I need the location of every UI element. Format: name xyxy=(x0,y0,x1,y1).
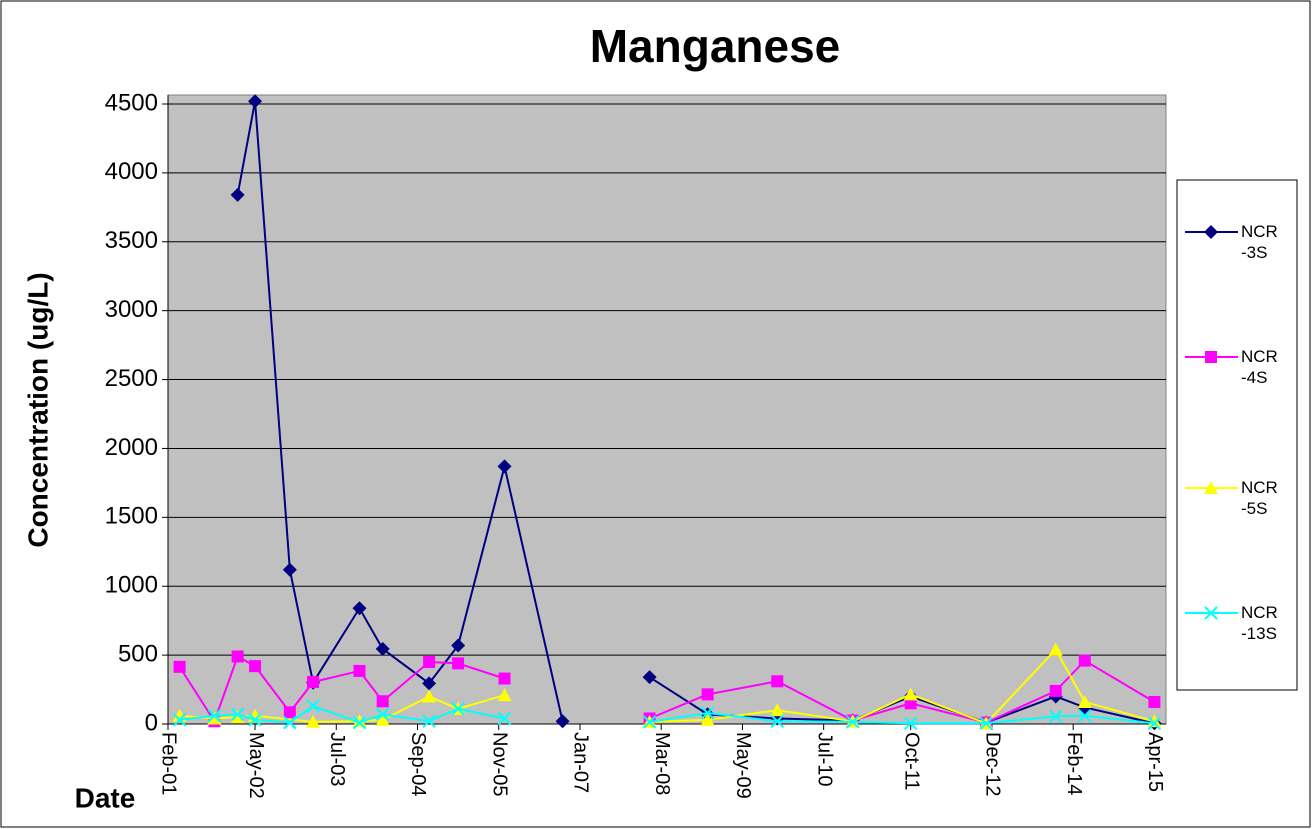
y-tick-label: 2500 xyxy=(105,365,158,392)
marker xyxy=(352,714,367,728)
marker xyxy=(306,699,320,713)
marker xyxy=(353,664,366,677)
marker xyxy=(903,716,918,731)
legend-label: NCR-4S xyxy=(1241,347,1278,387)
marker xyxy=(352,715,367,730)
marker xyxy=(770,703,785,717)
marker xyxy=(375,712,390,726)
marker xyxy=(207,709,222,723)
marker xyxy=(248,94,263,109)
marker xyxy=(248,713,262,727)
marker xyxy=(1078,709,1092,723)
y-tick-label: 1000 xyxy=(105,572,158,599)
marker xyxy=(700,712,715,726)
marker xyxy=(452,657,465,670)
marker xyxy=(498,672,511,685)
marker xyxy=(979,716,993,731)
x-tick-label: Apr-15 xyxy=(1144,732,1166,792)
x-tick-label: Nov-05 xyxy=(488,732,510,796)
marker xyxy=(249,660,262,673)
marker xyxy=(375,641,390,656)
marker xyxy=(451,702,465,716)
marker xyxy=(701,688,714,701)
legend-marker xyxy=(1205,351,1217,363)
marker xyxy=(497,688,512,702)
marker xyxy=(307,675,320,688)
marker xyxy=(1078,654,1091,667)
x-axis-label: Date xyxy=(75,782,136,813)
marker xyxy=(172,713,187,727)
marker xyxy=(903,687,918,701)
legend-label: NCR-5S xyxy=(1241,478,1278,518)
marker xyxy=(1077,694,1092,708)
marker xyxy=(1148,695,1161,708)
marker xyxy=(422,714,436,728)
legend-marker xyxy=(1204,225,1218,239)
x-tick-label: May-02 xyxy=(245,732,267,799)
marker xyxy=(375,707,390,722)
marker xyxy=(1049,709,1063,724)
y-tick-label: 2000 xyxy=(105,434,158,461)
marker xyxy=(497,459,512,474)
marker xyxy=(642,715,657,729)
x-tick-label: Jan-07 xyxy=(570,732,592,793)
marker xyxy=(282,562,297,577)
y-tick-label: 4500 xyxy=(105,89,158,116)
marker xyxy=(1147,714,1162,728)
marker xyxy=(352,601,367,616)
marker xyxy=(642,670,657,685)
x-tick-label: Sep-04 xyxy=(407,732,429,797)
marker xyxy=(306,714,321,728)
y-tick-label: 4000 xyxy=(105,158,158,185)
marker xyxy=(207,711,222,725)
marker xyxy=(700,706,715,720)
y-tick-label: 3500 xyxy=(105,227,158,254)
marker xyxy=(173,660,186,673)
marker xyxy=(451,638,466,653)
marker xyxy=(497,711,512,726)
legend-label: NCR-3S xyxy=(1241,222,1278,262)
y-axis-label: Concentration (ug/L) xyxy=(22,272,53,547)
marker xyxy=(771,675,784,688)
chart-title: Manganese xyxy=(590,20,841,72)
marker xyxy=(1048,642,1063,656)
marker xyxy=(283,706,296,719)
legend-marker xyxy=(1204,606,1218,620)
x-tick-label: Mar-08 xyxy=(651,732,673,795)
marker xyxy=(845,715,860,729)
x-tick-label: May-09 xyxy=(732,732,754,799)
marker xyxy=(422,676,437,691)
legend-box xyxy=(1176,179,1298,691)
marker xyxy=(1147,716,1162,731)
marker xyxy=(230,707,245,722)
x-tick-label: Feb-14 xyxy=(1063,732,1085,795)
marker xyxy=(770,714,784,728)
x-tick-label: Jul-10 xyxy=(813,732,835,786)
marker xyxy=(1049,684,1062,697)
y-tick-label: 500 xyxy=(118,640,158,667)
y-tick-label: 1500 xyxy=(105,503,158,530)
x-tick-label: Feb-01 xyxy=(158,732,180,795)
legend-marker xyxy=(1204,481,1218,494)
x-tick-label: Jul-03 xyxy=(326,732,348,786)
y-tick-label: 3000 xyxy=(105,296,158,323)
marker xyxy=(231,650,244,663)
marker xyxy=(555,714,570,729)
marker xyxy=(230,710,245,724)
marker xyxy=(230,187,245,202)
x-tick-label: Oct-11 xyxy=(900,732,922,791)
marker xyxy=(376,695,389,708)
marker xyxy=(422,689,437,703)
plot-area xyxy=(167,94,1167,725)
marker xyxy=(423,656,436,668)
marker xyxy=(283,715,297,730)
x-tick-label: Dec-12 xyxy=(982,732,1004,796)
y-tick-label: 0 xyxy=(145,709,158,736)
legend-label: NCR-13S xyxy=(1241,603,1278,643)
